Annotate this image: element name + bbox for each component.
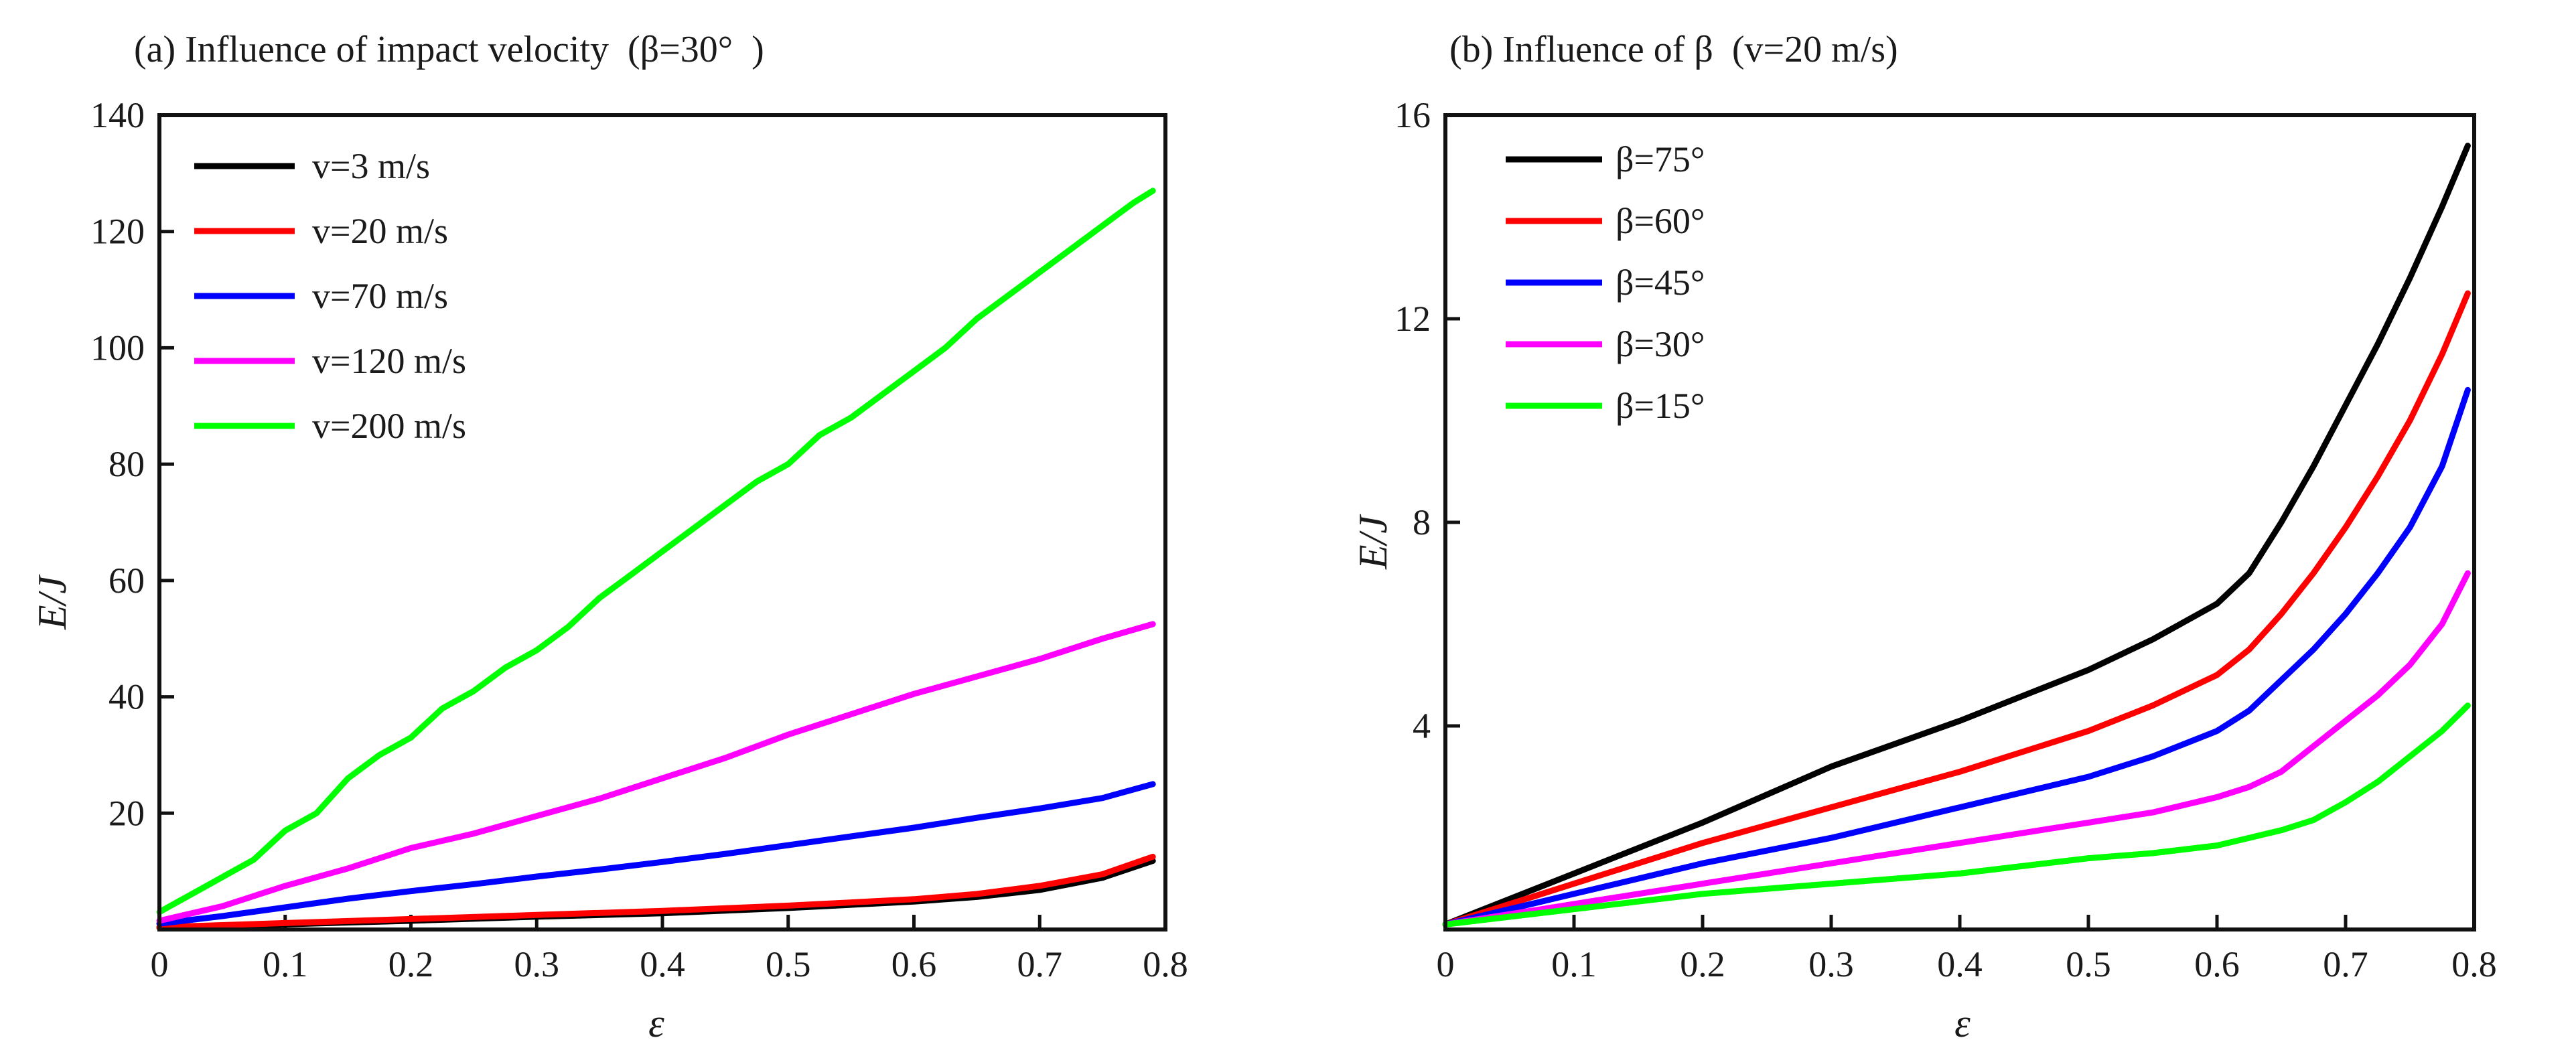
panel-b-x-tick-label: 0.7 (2323, 944, 2368, 984)
panel-a-y-tick-label: 100 (90, 327, 145, 368)
panel-a-impact-velocity: (a) Influence of impact velocity (β=30° … (30, 29, 1188, 1044)
panel-a-x-axis-label: ε (648, 1001, 664, 1044)
panel-b-x-tick-label: 0.3 (1808, 944, 1854, 984)
panel-a-x-tick-label: 0.1 (263, 944, 308, 984)
panel-a-y-tick-label: 60 (109, 561, 145, 601)
panel-a-x-tick-label: 0.6 (891, 944, 937, 984)
panel-b-y-tick-label: 12 (1394, 299, 1431, 339)
panel-a-x-tick-label: 0 (151, 944, 169, 984)
panel-a-legend-label-2: v=70 m/s (312, 276, 448, 316)
panel-a-title: (a) Influence of impact velocity (β=30° … (134, 29, 764, 70)
panel-b-x-tick-label: 0.8 (2451, 944, 2497, 984)
panel-b-beta: (b) Influence of β (v=20 m/s) 0 0.1 0.2 0.3… (1351, 29, 2497, 1044)
panel-a-y-tick-label: 80 (109, 444, 145, 484)
panel-b-legend-label-2: β=45° (1616, 263, 1705, 303)
panel-a-legend-label-0: v=3 m/s (312, 146, 430, 186)
panel-b-series-line-4 (1442, 702, 2471, 927)
panel-a-series-line-0 (156, 858, 1156, 931)
panel-b-legend-label-1: β=60° (1616, 201, 1705, 241)
panel-a-series-line-4 (156, 188, 1156, 915)
panel-b-y-tick-label: 8 (1413, 502, 1431, 542)
panel-b-x-tick-label: 0 (1437, 944, 1455, 984)
panel-a-axes-frame (157, 113, 1167, 931)
panel-a-x-tick-label: 0.7 (1017, 944, 1063, 984)
panel-a-y-tick-label: 120 (90, 212, 145, 252)
panel-b-series-line-3 (1442, 570, 2471, 927)
panel-a-x-tick-label: 0.5 (766, 944, 811, 984)
panel-a-y-tick-label: 40 (109, 677, 145, 717)
panel-b-legend-label-4: β=15° (1616, 386, 1705, 426)
panel-a-legend-label-1: v=20 m/s (312, 211, 448, 251)
panel-a-y-tick-label: 140 (90, 95, 145, 135)
panel-b-axes-frame (1443, 113, 2476, 931)
panel-b-legend-label-0: β=75° (1616, 139, 1705, 179)
panel-a-series-line-2 (156, 781, 1156, 927)
panel-a-x-tick-label: 0.4 (640, 944, 685, 984)
panel-b-series-line-1 (1442, 290, 2471, 927)
panel-b-y-tick-label: 4 (1413, 706, 1431, 746)
panel-b-y-axis-label: E/J (1351, 514, 1395, 570)
panel-b-x-tick-label: 0.2 (1680, 944, 1725, 984)
panel-b-x-tick-label: 0.4 (1937, 944, 1983, 984)
panel-b-x-axis-label: ε (1954, 1001, 1971, 1044)
panel-b-x-tick-label: 0.5 (2066, 944, 2111, 984)
panel-a-x-tick-label: 0.3 (514, 944, 560, 984)
panel-a-legend-label-4: v=200 m/s (312, 406, 466, 446)
panel-b-series-line-0 (1442, 143, 2471, 927)
panel-b-plot-area: 0 0.1 0.2 0.3 0.4 0.5 0.6 0.7 0.8 4 8 12 16 β=75° β=60… (1394, 95, 2497, 984)
panel-b-y-tick-label: 16 (1394, 95, 1431, 135)
panel-b-legend-label-3: β=30° (1616, 324, 1705, 364)
panel-b-x-tick-label: 0.6 (2194, 944, 2240, 984)
panel-a-x-tick-label: 0.2 (388, 944, 434, 984)
panel-a-series-line-3 (156, 621, 1156, 924)
panel-b-series-line-2 (1442, 386, 2471, 927)
panel-a-plot-area: 0 0.1 0.2 0.3 0.4 0.5 0.6 0.7 0.8 20 40 60 80 100 120 1… (90, 95, 1188, 984)
panel-a-y-tick-label: 20 (109, 793, 145, 833)
panel-a-series-line-1 (156, 853, 1156, 930)
panel-a-y-axis-label: E/J (30, 575, 74, 630)
panel-a-legend-label-3: v=120 m/s (312, 341, 466, 381)
panel-b-title: (b) Influence of β (v=20 m/s) (1449, 29, 1898, 70)
panel-a-x-tick-label: 0.8 (1143, 944, 1188, 984)
panel-b-x-tick-label: 0.1 (1551, 944, 1597, 984)
